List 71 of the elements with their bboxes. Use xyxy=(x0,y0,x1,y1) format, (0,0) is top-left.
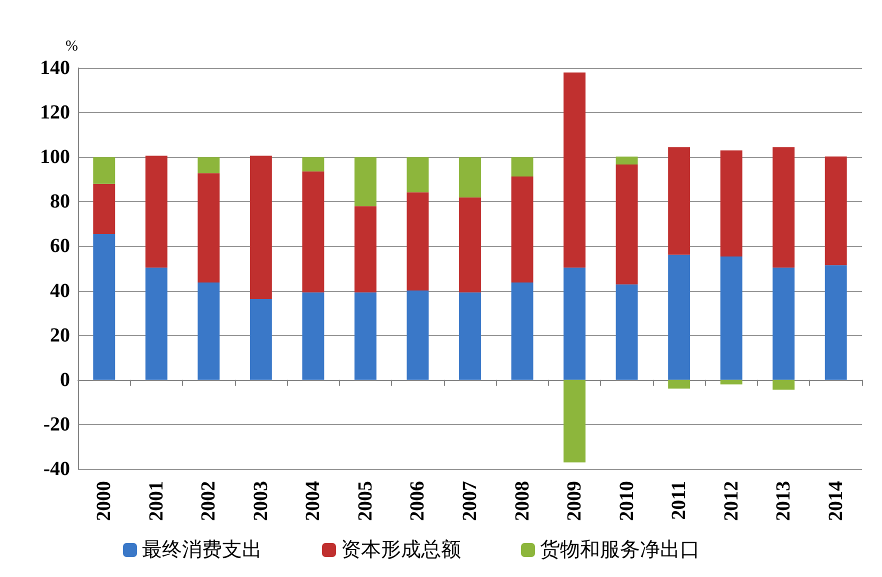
y-tick-label: -40 xyxy=(43,458,70,480)
bar xyxy=(511,176,534,283)
bar xyxy=(720,150,742,256)
y-tick-label: 60 xyxy=(50,235,70,258)
bar xyxy=(772,380,795,390)
bar xyxy=(720,380,742,384)
x-tick-label: 2005 xyxy=(354,481,376,521)
bar xyxy=(145,268,168,380)
bar xyxy=(564,268,586,380)
x-tick-label: 2011 xyxy=(668,481,690,520)
bar xyxy=(250,156,272,300)
y-tick-label: 100 xyxy=(40,146,70,168)
y-tick-label: 0 xyxy=(60,368,70,391)
bar xyxy=(302,171,324,292)
bar xyxy=(459,197,481,292)
bar xyxy=(93,184,116,234)
y-tick-label: -20 xyxy=(43,413,70,436)
x-tick-label: 2012 xyxy=(720,481,742,521)
x-tick-label: 2008 xyxy=(511,481,534,521)
y-axis-title: % xyxy=(66,38,78,54)
x-tick-label: 2003 xyxy=(250,481,272,521)
legend-label: 最终消费支出 xyxy=(142,539,262,561)
legend-label: 资本形成总额 xyxy=(341,539,461,561)
bar xyxy=(145,156,168,268)
bar xyxy=(406,290,429,380)
bar xyxy=(406,192,429,291)
x-tick-label: 2004 xyxy=(302,481,324,521)
x-tick-label: 2002 xyxy=(198,481,220,521)
bar xyxy=(302,292,324,380)
y-tick-label: 140 xyxy=(40,57,70,79)
legend-label: 货物和服务净出口 xyxy=(540,539,700,561)
bar xyxy=(824,265,847,380)
y-tick-label: 80 xyxy=(50,190,70,213)
y-tick-label: 20 xyxy=(50,324,70,346)
bar xyxy=(406,157,429,192)
bar xyxy=(668,147,690,255)
bar xyxy=(668,254,690,380)
bar xyxy=(824,156,847,266)
bar xyxy=(354,206,376,292)
bar xyxy=(93,157,116,184)
bar xyxy=(564,72,586,268)
x-tick-label: 2013 xyxy=(772,481,795,521)
bar xyxy=(616,164,638,284)
x-tick-label: 2001 xyxy=(145,481,168,521)
x-tick-label: 2006 xyxy=(406,481,429,521)
bar xyxy=(354,292,376,380)
x-tick-label: 2000 xyxy=(93,481,116,521)
bar xyxy=(250,299,272,380)
bar xyxy=(198,282,220,380)
bar xyxy=(354,157,376,206)
bar xyxy=(772,268,795,380)
bar xyxy=(720,256,742,380)
bar xyxy=(616,156,638,164)
bar xyxy=(511,157,534,176)
bar xyxy=(93,234,116,380)
x-tick-label: 2010 xyxy=(616,481,638,521)
bar xyxy=(564,380,586,462)
bar xyxy=(668,380,690,389)
x-tick-label: 2009 xyxy=(564,481,586,521)
bar xyxy=(616,284,638,380)
bar xyxy=(459,292,481,380)
bar xyxy=(198,173,220,283)
bar xyxy=(198,157,220,174)
bar xyxy=(459,157,481,198)
x-tick-label: 2014 xyxy=(824,481,847,521)
bar xyxy=(772,147,795,268)
y-tick-label: 120 xyxy=(40,102,70,124)
bar xyxy=(511,282,534,380)
bar xyxy=(302,157,324,172)
y-tick-label: 40 xyxy=(50,280,70,302)
x-tick-label: 2007 xyxy=(459,481,481,521)
